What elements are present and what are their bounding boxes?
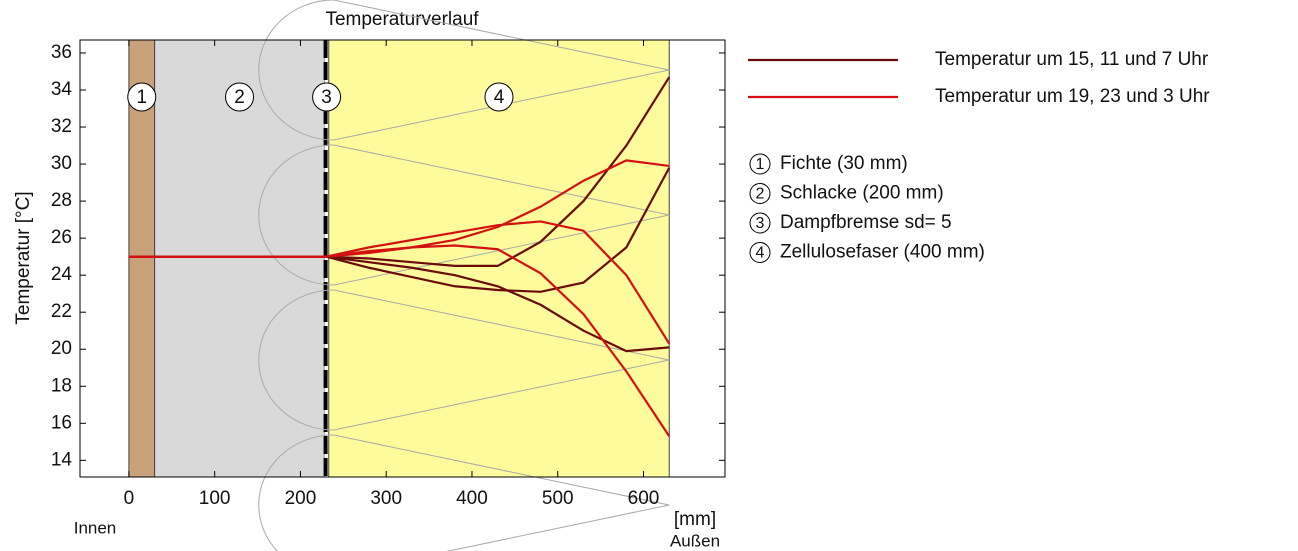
- layer-marker: [127, 82, 157, 112]
- legend-layer-marker: [749, 183, 771, 204]
- y-tick-label: 32: [51, 116, 72, 137]
- legend-layer-number: 4: [756, 245, 765, 262]
- y-tick-label: 36: [51, 42, 72, 63]
- legend-layer-name: Zellulosefaser (400 mm): [780, 242, 985, 263]
- outer-label: Außen: [670, 531, 720, 550]
- layer-marker-label: 2: [234, 87, 245, 108]
- x-tick-label: 300: [370, 488, 402, 509]
- legend-layer-name: Schlacke (200 mm): [780, 183, 944, 204]
- legend-layer-name: Dampfbremse sd= 5: [780, 212, 952, 233]
- x-tick-label: 100: [199, 488, 231, 509]
- y-tick-label: 24: [51, 264, 73, 285]
- x-tick-label: 500: [542, 488, 574, 509]
- layer-texture: [258, 144, 670, 286]
- inner-label: Innen: [74, 518, 117, 537]
- legend-layer-marker: [749, 212, 771, 234]
- layer: [154, 39, 325, 478]
- layer-marker-label: 1: [136, 87, 147, 108]
- layer-texture: [333, 0, 670, 71]
- layer-marker: [225, 82, 255, 112]
- layer-texture: [258, 434, 670, 551]
- x-tick-label: 0: [124, 488, 135, 509]
- chart-title: Temperaturverlauf: [325, 9, 479, 30]
- plot-frame: [79, 39, 726, 478]
- y-tick-label: 14: [51, 449, 73, 470]
- legend-layer-number: 2: [756, 186, 765, 203]
- legend-layer-number: 3: [756, 215, 765, 232]
- layer-marker: [312, 82, 342, 112]
- x-tick-label: 400: [456, 488, 488, 509]
- y-tick-label: 16: [51, 412, 72, 433]
- y-tick-label: 26: [51, 227, 72, 248]
- legend-layer-number: 1: [756, 156, 765, 173]
- layer-marker-label: 4: [494, 87, 505, 108]
- legend-label: Temperatur um 19, 23 und 3 Uhr: [935, 86, 1210, 107]
- y-tick-label: 30: [51, 153, 72, 174]
- layer: [128, 39, 156, 478]
- layer-texture: [258, 0, 670, 141]
- temperature-line: [128, 159, 670, 258]
- layer-marker-label: 3: [321, 87, 332, 108]
- legend-layer-marker: [749, 153, 771, 175]
- layer-texture: [333, 289, 670, 361]
- layer-texture: [333, 144, 670, 216]
- y-tick-label: 22: [51, 301, 72, 322]
- y-tick-label: 20: [51, 338, 72, 359]
- y-axis-label: Temperatur [°C]: [13, 191, 34, 324]
- y-tick-label: 28: [51, 190, 72, 211]
- y-tick-label: 18: [51, 375, 72, 396]
- y-tick-label: 34: [51, 79, 73, 100]
- x-tick-label: 200: [285, 488, 317, 509]
- x-tick-label: 600: [628, 488, 660, 509]
- legend-layer-name: Fichte (30 mm): [780, 153, 908, 174]
- layer-texture: [333, 434, 670, 506]
- layer-marker: [484, 82, 514, 112]
- layer-texture: [258, 289, 670, 431]
- x-axis-label: [mm]: [674, 509, 716, 530]
- legend-label: Temperatur um 15, 11 und 7 Uhr: [935, 49, 1209, 70]
- layer: [324, 40, 329, 477]
- legend-layer-marker: [749, 242, 771, 263]
